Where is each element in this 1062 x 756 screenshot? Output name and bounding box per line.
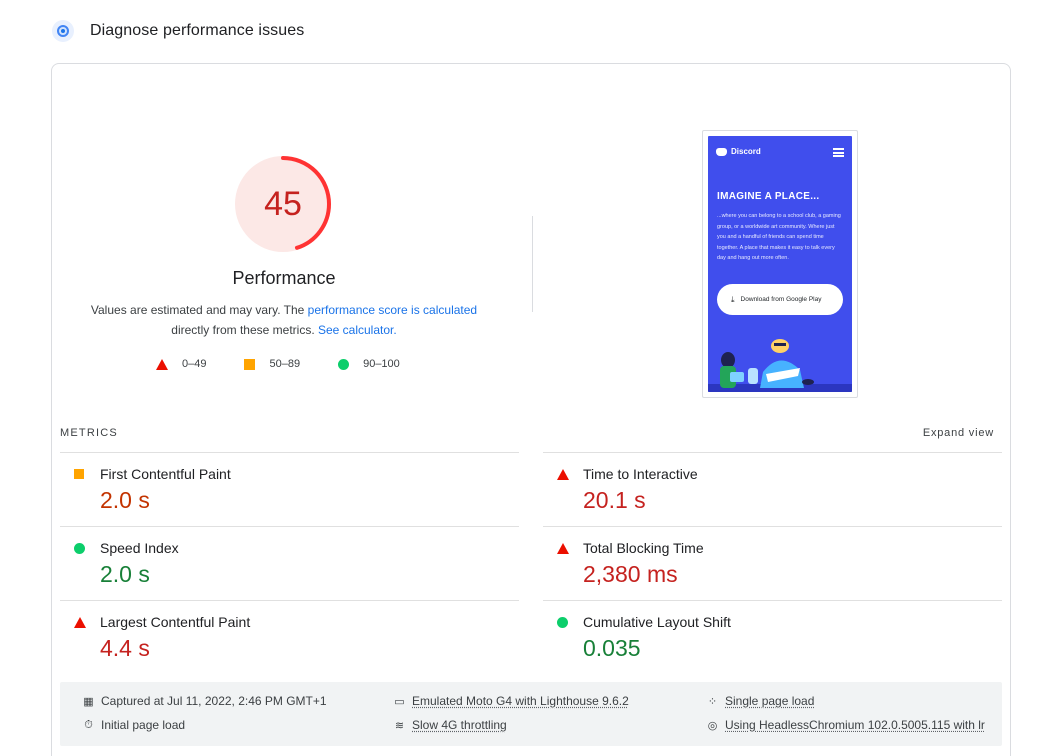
screenshot-download-button: ⤓ Download from Google Play	[717, 284, 843, 315]
illustration-art	[708, 339, 852, 392]
metric-first-contentful-paint: First Contentful Paint 2.0 s	[60, 452, 519, 526]
emulated-device[interactable]: ▭ Emulated Moto G4 with Lighthouse 9.6.2	[393, 694, 629, 708]
metric-value: 20.1 s	[583, 487, 646, 513]
browser-info[interactable]: ◎ Using HeadlessChromium 102.0.5005.115 …	[706, 718, 996, 732]
expand-view-toggle[interactable]: Expand view	[922, 427, 994, 439]
metric-value: 4.4 s	[100, 635, 150, 661]
performance-card: 45 Performance Values are estimated and …	[51, 63, 1011, 756]
legend-label: 50–89	[269, 358, 301, 370]
final-screenshot[interactable]: Discord IMAGINE A PLACE... ...where you …	[702, 130, 858, 398]
performance-description: Values are estimated and may vary. The p…	[82, 300, 486, 340]
vertical-divider	[532, 216, 533, 312]
single-load-link[interactable]: Single page load	[725, 694, 815, 708]
section-title: Diagnose performance issues	[90, 22, 305, 39]
screenshot-body: ...where you can belong to a school club…	[717, 213, 841, 261]
metric-largest-contentful-paint: Largest Contentful Paint 4.4 s	[60, 600, 519, 674]
metric-value: 2,380 ms	[583, 561, 678, 587]
screenshot-button-label: Download from Google Play	[740, 295, 822, 303]
lighthouse-icon	[52, 20, 74, 42]
performance-gauge: 45	[235, 156, 331, 252]
performance-score: 45	[264, 184, 302, 223]
captured-at-text: Captured at Jul 11, 2022, 2:46 PM GMT+1	[101, 694, 327, 708]
initial-load-text: Initial page load	[101, 718, 186, 732]
screenshot-headline: IMAGINE A PLACE...	[717, 191, 820, 202]
performance-score-link[interactable]: performance score is calculated	[307, 303, 478, 317]
performance-title: Performance	[232, 268, 336, 288]
metric-name: Total Blocking Time	[583, 540, 704, 556]
single-page-load[interactable]: ⁘ Single page load	[706, 694, 815, 708]
desc-text-2: directly from these metrics.	[171, 323, 318, 337]
metric-total-blocking-time: Total Blocking Time 2,380 ms	[543, 526, 1002, 600]
section-header: Diagnose performance issues	[52, 16, 304, 46]
metric-cumulative-layout-shift: Cumulative Layout Shift 0.035	[543, 600, 1002, 674]
metric-value: 2.0 s	[100, 487, 150, 513]
initial-page-load: ⏱ Initial page load	[82, 718, 185, 732]
metric-value: 2.0 s	[100, 561, 150, 587]
gauge-ring	[235, 156, 331, 252]
throttling-link[interactable]: Slow 4G throttling	[412, 718, 507, 732]
see-calculator-link[interactable]: See calculator.	[317, 323, 397, 337]
legend-average: 50–89	[244, 358, 300, 370]
discord-logo: Discord	[716, 147, 761, 156]
runtime-settings: ▦ Captured at Jul 11, 2022, 2:46 PM GMT+…	[60, 682, 1002, 746]
network-throttling[interactable]: ≋ Slow 4G throttling	[393, 718, 507, 732]
devices-icon: ▭	[394, 695, 405, 708]
square-icon	[74, 469, 84, 479]
circle-icon	[557, 617, 568, 628]
browser-link[interactable]: Using HeadlessChromium 102.0.5005.115 wi…	[725, 718, 985, 732]
metric-name: Time to Interactive	[583, 466, 698, 482]
score-legend: 0–49 50–89 90–100	[156, 358, 438, 370]
metric-name: Largest Contentful Paint	[100, 614, 251, 630]
wifi-icon: ≋	[394, 719, 405, 732]
nodes-icon: ⁘	[707, 695, 718, 708]
circle-icon	[338, 358, 350, 370]
timer-icon: ⏱	[84, 718, 93, 731]
legend-label: 90–100	[363, 358, 400, 370]
desc-text: Values are estimated and may vary. The	[90, 303, 308, 317]
metric-time-to-interactive: Time to Interactive 20.1 s	[543, 452, 1002, 526]
discord-icon	[716, 147, 727, 156]
legend-pass: 90–100	[338, 358, 400, 370]
metric-value: 0.035	[583, 635, 641, 661]
metric-name: Speed Index	[100, 540, 179, 556]
metric-name: First Contentful Paint	[100, 466, 231, 482]
metrics-heading: METRICS	[60, 427, 118, 439]
triangle-icon	[74, 617, 86, 628]
calendar-icon: ▦	[83, 695, 94, 708]
circle-icon	[74, 543, 85, 554]
captured-at: ▦ Captured at Jul 11, 2022, 2:46 PM GMT+…	[82, 694, 327, 708]
chrome-icon: ◎	[707, 719, 718, 732]
discord-brand: Discord	[731, 147, 761, 156]
metric-name: Cumulative Layout Shift	[583, 614, 731, 630]
metric-speed-index: Speed Index 2.0 s	[60, 526, 519, 600]
screenshot-content: Discord IMAGINE A PLACE... ...where you …	[708, 136, 852, 392]
triangle-icon	[156, 358, 168, 370]
square-icon	[244, 358, 256, 370]
device-link[interactable]: Emulated Moto G4 with Lighthouse 9.6.2	[412, 694, 629, 708]
hamburger-icon	[833, 148, 844, 157]
legend-label: 0–49	[182, 358, 207, 370]
triangle-icon	[557, 543, 569, 554]
legend-fail: 0–49	[156, 358, 206, 370]
triangle-icon	[557, 469, 569, 480]
download-icon: ⤓	[731, 294, 735, 304]
